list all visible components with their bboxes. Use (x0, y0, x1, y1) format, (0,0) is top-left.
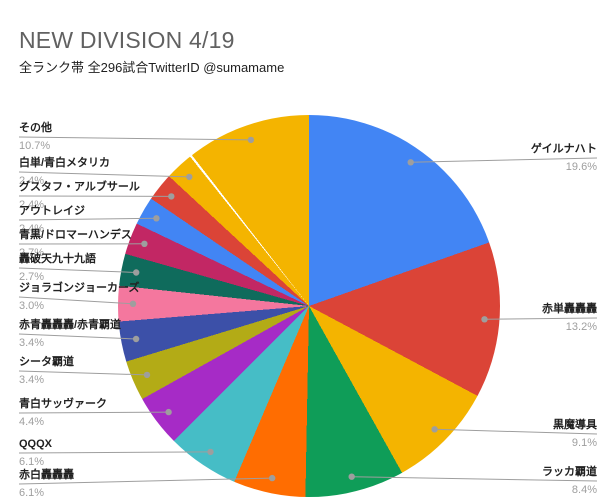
slice-percent: 2.4% (19, 175, 45, 187)
callout-line (18, 171, 190, 178)
slice-label: 赤単轟轟轟 (542, 303, 597, 315)
slice-label: グスタフ・アルブサール (19, 181, 140, 193)
callout-line (18, 451, 211, 454)
slice-label: シータ覇道 (19, 356, 74, 368)
chart-subtitle: 全ランク帯 全296試合TwitterID @sumamame (19, 60, 285, 75)
slice-label: 轟破天九十九語 (19, 253, 96, 265)
slice-label: 赤白轟轟轟 (19, 469, 74, 481)
slice-label: 赤青轟轟轟/赤青覇道 (19, 319, 122, 331)
slice-percent: 3.0% (19, 300, 45, 312)
slice-percent: 2.4% (19, 223, 45, 235)
slice-label: 青白サッヴァーク (19, 398, 107, 410)
slice-label: ゲイルナハト (530, 143, 597, 155)
slice-label: アウトレイジ (19, 205, 85, 217)
slice-label: QQQX (19, 438, 53, 450)
slice-percent: 19.6% (565, 161, 597, 173)
slice-percent: 8.4% (571, 484, 597, 496)
slice-label: 青黒/ドロマーハンデス (19, 229, 132, 241)
chart-title: NEW DIVISION 4/19 (19, 27, 235, 53)
slice-percent: 13.2% (565, 321, 597, 333)
callout-line (18, 217, 157, 221)
slice-percent: 3.4% (19, 374, 45, 386)
slice-label: ジョラゴンジョーカーズ (19, 282, 140, 294)
slice-label: その他 (19, 122, 52, 134)
pie-chart[interactable] (118, 115, 500, 497)
slice-label: 黒魔導具 (553, 419, 597, 431)
slice-percent: 6.1% (19, 456, 45, 468)
slice-label: ラッカ覇道 (542, 466, 597, 478)
slice-percent: 3.4% (19, 337, 45, 349)
callout-line (18, 411, 169, 414)
slice-percent: 9.1% (571, 437, 597, 449)
slice-percent: 2.7% (19, 271, 45, 283)
slice-label: 白単/青白メタリカ (19, 157, 111, 169)
slice-percent: 2.4% (19, 199, 45, 211)
callout-line (484, 317, 598, 320)
slice-percent: 4.4% (19, 416, 45, 428)
slice-percent: 10.7% (19, 140, 51, 152)
slice-percent: 2.7% (19, 247, 45, 259)
slice-percent: 6.1% (19, 487, 45, 499)
